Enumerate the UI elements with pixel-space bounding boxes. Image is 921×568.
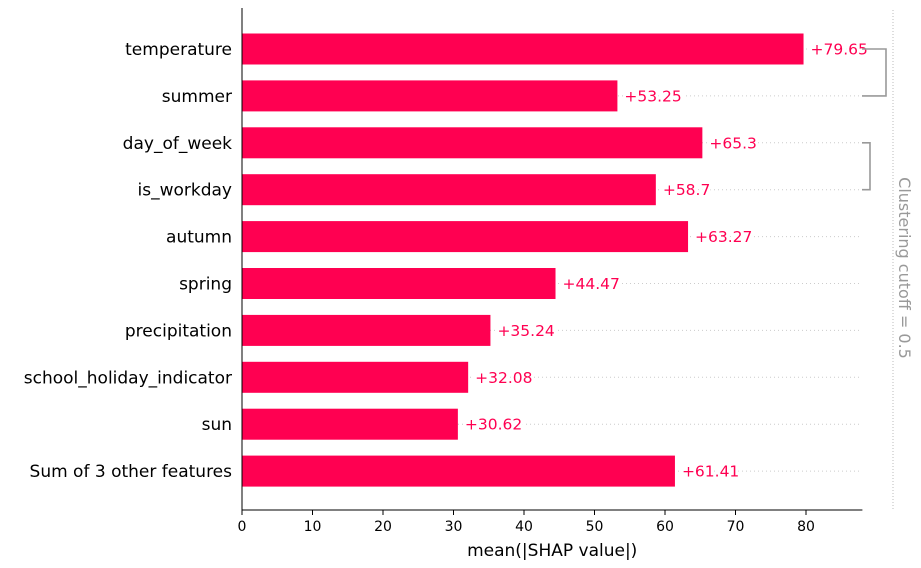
x-tick-label: 0 (238, 519, 247, 535)
category-label: Sum of 3 other features (30, 462, 233, 482)
category-label: school_holiday_indicator (24, 368, 232, 388)
category-label: autumn (166, 228, 232, 248)
category-label: precipitation (125, 321, 232, 341)
category-label: day_of_week (123, 134, 232, 154)
bar-4 (242, 221, 689, 253)
category-label: spring (179, 275, 232, 295)
cluster-bracket (862, 48, 887, 97)
bar-7 (242, 361, 469, 393)
x-tick-label: 50 (586, 519, 604, 535)
value-label: +44.47 (563, 275, 620, 293)
bar-6 (242, 314, 491, 346)
category-labels: temperature summer day_of_week is_workdayau… (24, 40, 232, 482)
value-label: +32.08 (475, 369, 532, 387)
value-label: +65.3 (709, 134, 757, 152)
bar-1 (242, 80, 618, 112)
category-label: is_workday (138, 181, 233, 201)
x-tick-label: 60 (656, 519, 674, 535)
value-label: +35.24 (497, 322, 554, 340)
row-gridlines (242, 48, 860, 472)
x-tick-label: 20 (374, 519, 392, 535)
x-tick-label: 40 (515, 519, 533, 535)
value-label: +61.41 (682, 463, 739, 481)
x-axis-title: mean(|SHAP value|) (467, 541, 637, 561)
category-label: sun (202, 415, 232, 435)
bar-8 (242, 408, 458, 440)
value-label: +53.25 (624, 87, 681, 105)
bar-9 (242, 455, 675, 487)
category-label: temperature (125, 40, 232, 60)
x-tick-label: 80 (797, 519, 815, 535)
bar-5 (242, 268, 556, 299)
value-labels: +79.65 +53.25 +65.3 +58.7 +63.27 +44.47 +35.24… (462, 38, 871, 484)
value-label: +63.27 (695, 228, 752, 246)
cluster-bracket (862, 142, 871, 191)
bar-0 (242, 33, 804, 65)
bar-3 (242, 174, 656, 206)
category-label: summer (162, 87, 232, 107)
x-tick-label: 30 (445, 519, 463, 535)
value-label: +79.65 (811, 41, 868, 59)
x-tick-label: 10 (304, 519, 322, 535)
bars (242, 33, 804, 487)
x-axis: 0 10 20 30 40 50 60 70 80 (238, 8, 863, 535)
clustering-cutoff-label: Clustering cutoff = 0.5 (895, 177, 914, 359)
x-tick-label: 70 (727, 519, 745, 535)
value-label: +30.62 (465, 416, 522, 434)
value-label: +58.7 (663, 181, 711, 199)
bar-2 (242, 127, 703, 159)
clustering-brackets (862, 10, 894, 510)
